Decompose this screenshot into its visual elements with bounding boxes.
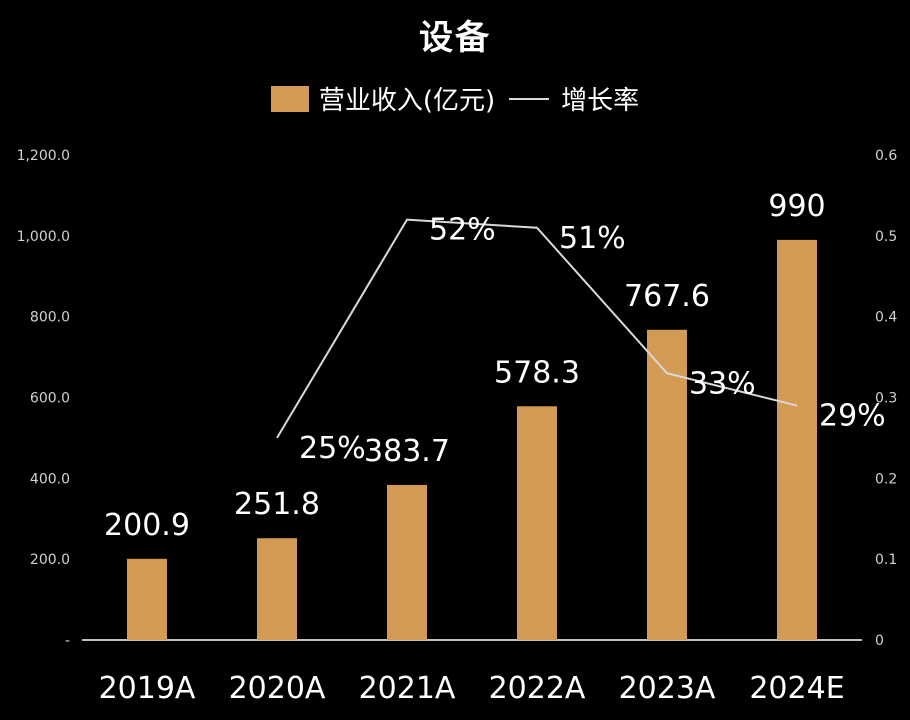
- legend-label-growth: 增长率: [561, 86, 640, 116]
- legend-bar-swatch: [270, 85, 309, 112]
- bar-value-label: 578.3: [494, 355, 580, 390]
- category-label: 2023A: [619, 671, 716, 706]
- revenue-bar: [127, 558, 167, 640]
- right-tick-label: 0.4: [875, 310, 897, 326]
- right-tick-label: 0: [875, 633, 884, 649]
- growth-value-label: 25%: [299, 431, 366, 466]
- left-tick-label: 400.0: [30, 471, 70, 487]
- bar-value-label: 251.8: [234, 487, 320, 522]
- bar-value-label: 200.9: [104, 508, 190, 543]
- legend-label-revenue: 营业收入(亿元): [318, 86, 496, 116]
- legend-line-swatch: [509, 97, 550, 100]
- left-tick-label: 600.0: [30, 391, 70, 407]
- legend: 营业收入(亿元) 增长率: [0, 80, 910, 117]
- category-label: 2019A: [99, 671, 196, 706]
- revenue-bar: [387, 484, 427, 640]
- bars: [127, 239, 817, 640]
- bar-value-label: 383.7: [364, 434, 450, 469]
- right-tick-label: 0.1: [875, 552, 897, 568]
- left-tick-label: 1,000.0: [17, 229, 70, 245]
- right-tick-label: 0.5: [875, 229, 897, 245]
- category-label: 2024E: [749, 671, 844, 706]
- revenue-bar: [257, 538, 297, 640]
- revenue-bar: [647, 329, 687, 640]
- left-tick-label: -: [65, 633, 70, 649]
- left-axis-ticks: - 200.0 400.0 600.0 800.0 1,000.0 1,200.0: [17, 148, 70, 649]
- left-tick-label: 1,200.0: [17, 148, 70, 164]
- chart-title: 设备: [419, 18, 491, 58]
- bar-value-label: 990: [768, 189, 825, 224]
- growth-value-label: 51%: [559, 221, 626, 256]
- bar-value-label: 767.6: [624, 279, 710, 314]
- growth-line-layer: [276, 218, 798, 439]
- right-tick-label: 0.3: [875, 391, 897, 407]
- bar-value-labels: 200.9 251.8 383.7 578.3 767.6 990: [104, 189, 826, 543]
- category-label: 2022A: [489, 671, 586, 706]
- right-tick-label: 0.2: [875, 471, 897, 487]
- category-labels: 2019A 2020A 2021A 2022A 2023A 2024E: [99, 671, 845, 706]
- right-axis-ticks: 0 0.1 0.2 0.3 0.4 0.5 0.6: [875, 148, 897, 649]
- right-tick-label: 0.6: [875, 148, 897, 164]
- growth-rate-line: [276, 218, 798, 439]
- growth-value-label: 52%: [429, 213, 496, 248]
- revenue-bar: [517, 406, 557, 640]
- revenue-bar: [777, 239, 817, 640]
- growth-value-label: 33%: [689, 366, 756, 401]
- left-tick-label: 200.0: [30, 552, 70, 568]
- category-label: 2021A: [359, 671, 456, 706]
- growth-value-labels: 25% 52% 51% 33% 29%: [299, 213, 886, 466]
- category-label: 2020A: [229, 671, 326, 706]
- left-tick-label: 800.0: [30, 310, 70, 326]
- growth-value-label: 29%: [819, 399, 886, 434]
